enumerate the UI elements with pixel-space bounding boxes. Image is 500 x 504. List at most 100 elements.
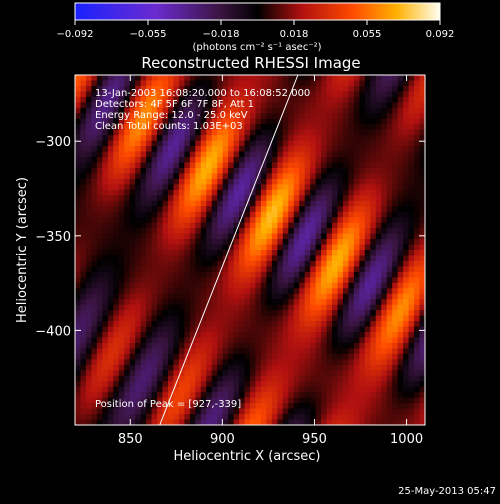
heatmap-cell xyxy=(75,80,81,87)
heatmap-cell xyxy=(408,233,415,240)
heatmap-cell xyxy=(299,146,306,152)
heatmap-cell xyxy=(419,386,425,393)
heatmap-cell xyxy=(85,102,92,109)
heatmap-cell xyxy=(304,173,311,180)
heatmap-cell xyxy=(200,392,207,399)
heatmap-cell xyxy=(359,359,366,366)
heatmap-cell xyxy=(189,96,196,103)
heatmap-cell xyxy=(332,337,338,344)
heatmap-cell xyxy=(288,118,295,125)
heatmap-cell xyxy=(135,359,141,366)
heatmap-cell xyxy=(299,167,306,174)
heatmap-cell xyxy=(288,173,295,180)
heatmap-cell xyxy=(348,206,355,213)
heatmap-cell xyxy=(342,184,349,191)
heatmap-cell xyxy=(397,277,404,284)
heatmap-cell xyxy=(200,370,207,377)
heatmap-cell xyxy=(364,255,371,262)
heatmap-cell xyxy=(118,211,125,218)
heatmap-cell xyxy=(233,397,240,404)
heatmap-cell xyxy=(85,189,92,196)
heatmap-cell xyxy=(381,178,388,185)
heatmap-cell xyxy=(403,304,409,311)
heatmap-cell xyxy=(353,293,360,300)
heatmap-cell xyxy=(233,288,240,295)
heatmap-cell xyxy=(206,217,213,224)
heatmap-cell xyxy=(282,255,289,262)
heatmap-cell xyxy=(113,304,120,311)
heatmap-cell xyxy=(381,293,388,300)
heatmap-cell xyxy=(189,304,196,311)
heatmap-cell xyxy=(397,326,404,333)
heatmap-cell xyxy=(250,157,256,163)
heatmap-cell xyxy=(266,414,273,420)
heatmap-cell xyxy=(397,233,404,240)
heatmap-cell xyxy=(304,277,311,284)
heatmap-cell xyxy=(381,392,388,399)
heatmap-cell xyxy=(167,332,174,338)
heatmap-cell xyxy=(146,107,152,114)
heatmap-cell xyxy=(140,250,147,256)
heatmap-cell xyxy=(233,91,240,98)
heatmap-cell xyxy=(277,348,284,355)
heatmap-cell xyxy=(228,359,234,366)
heatmap-cell xyxy=(200,299,207,306)
heatmap-cell xyxy=(85,222,92,229)
heatmap-cell xyxy=(288,91,295,98)
heatmap-cell xyxy=(310,118,316,125)
heatmap-cell xyxy=(80,288,87,295)
heatmap-cell xyxy=(178,326,185,333)
heatmap-cell xyxy=(211,217,218,224)
heatmap-cell xyxy=(282,419,289,425)
heatmap-cell xyxy=(304,381,311,388)
heatmap-cell xyxy=(135,162,141,169)
heatmap-cell xyxy=(337,359,344,366)
heatmap-cell xyxy=(337,353,344,360)
heatmap-cell xyxy=(321,386,327,393)
heatmap-cell xyxy=(146,277,152,284)
heatmap-cell xyxy=(250,304,256,311)
heatmap-cell xyxy=(304,337,311,344)
heatmap-cell xyxy=(124,189,131,196)
heatmap-cell xyxy=(277,332,284,338)
heatmap-cell xyxy=(146,260,152,267)
heatmap-cell xyxy=(129,91,136,98)
heatmap-cell xyxy=(359,266,366,273)
heatmap-cell xyxy=(146,414,152,420)
heatmap-cell xyxy=(386,392,393,399)
heatmap-cell xyxy=(151,293,158,300)
heatmap-cell xyxy=(228,326,234,333)
heatmap-cell xyxy=(419,266,425,273)
heatmap-cell xyxy=(299,364,306,371)
heatmap-cell xyxy=(107,217,114,224)
heatmap-cell xyxy=(151,140,158,147)
heatmap-cell xyxy=(332,184,338,191)
heatmap-cell xyxy=(364,107,371,114)
heatmap-cell xyxy=(326,266,333,273)
heatmap-cell xyxy=(392,239,399,245)
heatmap-cell xyxy=(107,288,114,295)
heatmap-cell xyxy=(151,85,158,92)
heatmap-cell xyxy=(244,107,251,114)
heatmap-cell xyxy=(228,200,234,207)
heatmap-cell xyxy=(266,189,273,196)
heatmap-cell xyxy=(140,381,147,388)
heatmap-cell xyxy=(299,375,306,382)
heatmap-cell xyxy=(217,288,224,295)
heatmap-cell xyxy=(364,408,371,415)
heatmap-cell xyxy=(173,260,180,267)
heatmap-cell xyxy=(96,299,103,306)
heatmap-cell xyxy=(293,129,300,136)
heatmap-cell xyxy=(222,195,229,202)
heatmap-cell xyxy=(375,146,382,152)
heatmap-cell xyxy=(392,375,399,382)
heatmap-cell xyxy=(217,293,224,300)
y-tick-label: −350 xyxy=(35,230,71,245)
heatmap-cell xyxy=(348,408,355,415)
heatmap-cell xyxy=(288,96,295,103)
heatmap-cell xyxy=(364,96,371,103)
heatmap-cell xyxy=(386,162,393,169)
heatmap-cell xyxy=(266,211,273,218)
heatmap-cell xyxy=(266,135,273,141)
heatmap-cell xyxy=(211,124,218,131)
